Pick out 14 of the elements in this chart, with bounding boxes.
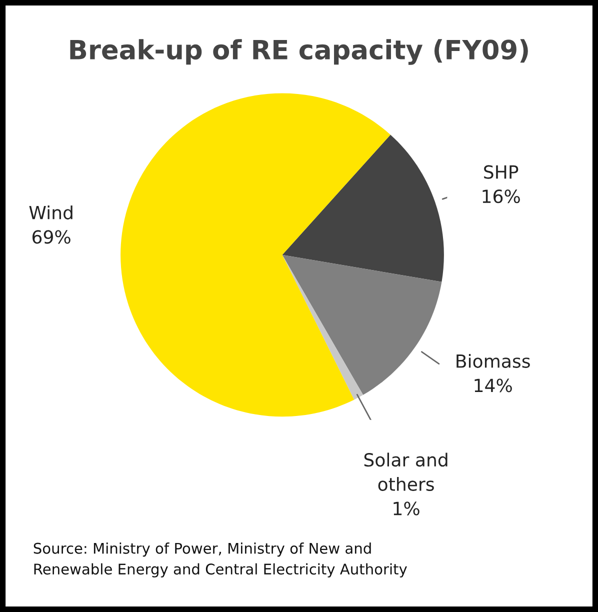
data-label: 1% [394, 502, 420, 516]
pie-slice [120, 93, 390, 417]
slice-label: Biomass [456, 354, 530, 368]
pie-slice [282, 254, 442, 395]
slice-label: Wind [29, 205, 72, 220]
chart-title: Break-up of RE capacity (FY09) [70, 39, 528, 65]
source-note: Source: Ministry of Power, Ministry of New and Renewable Energy and Central Electricity Authority [34, 542, 407, 578]
data-label: 69% [32, 230, 70, 244]
data-label: 14% [474, 378, 512, 392]
slice-label: SHP [484, 165, 518, 179]
data-label: 16% [482, 190, 520, 204]
pie-slice [282, 254, 364, 400]
pie-slice [282, 134, 444, 282]
slice-label: Solar and others [364, 452, 448, 491]
